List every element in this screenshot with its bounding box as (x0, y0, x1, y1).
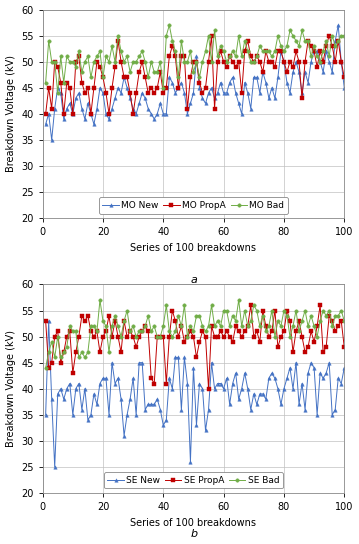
MO New (104, 110, 108, 117)
MO Bad (104, 53, 108, 60)
SE Bad (98, 297, 102, 304)
MO PropA (224, 64, 229, 70)
SE PropA (224, 328, 229, 335)
Text: b: b (190, 529, 197, 539)
SE PropA (324, 344, 328, 350)
MO Bad (324, 38, 328, 44)
MO New (224, 90, 229, 96)
MO PropA (209, 32, 214, 39)
SE PropA (342, 344, 346, 350)
SE Bad (104, 323, 108, 330)
SE Bad (43, 364, 48, 371)
SE New (333, 406, 337, 413)
Y-axis label: Breakdown Voltage (kV): Breakdown Voltage (kV) (5, 55, 15, 172)
X-axis label: Series of 100 breakdowns: Series of 100 breakdowns (130, 243, 256, 252)
SE New (324, 370, 328, 376)
MO Bad (228, 53, 232, 60)
MO PropA (43, 110, 48, 117)
MO Bad (203, 48, 208, 54)
MO PropA (197, 79, 202, 86)
Line: SE New: SE New (44, 319, 346, 468)
SE New (119, 396, 123, 403)
MO PropA (101, 74, 105, 81)
SE PropA (206, 386, 211, 392)
MO New (116, 84, 120, 91)
SE PropA (333, 328, 337, 335)
SE Bad (330, 323, 334, 330)
MO New (342, 84, 346, 91)
MO Bad (116, 32, 120, 39)
MO Bad (167, 22, 172, 28)
Line: SE Bad: SE Bad (44, 298, 346, 369)
Line: MO PropA: MO PropA (44, 34, 346, 115)
Line: MO Bad: MO Bad (44, 23, 346, 95)
Text: a: a (190, 275, 197, 285)
SE New (228, 401, 232, 407)
MO New (336, 22, 340, 28)
MO New (43, 121, 48, 127)
MO PropA (330, 43, 334, 50)
SE Bad (224, 307, 229, 314)
Line: MO New: MO New (44, 23, 346, 141)
SE Bad (116, 323, 120, 330)
Y-axis label: Breakdown Voltage (kV): Breakdown Voltage (kV) (5, 330, 15, 447)
MO Bad (342, 32, 346, 39)
MO Bad (43, 79, 48, 86)
MO Bad (56, 90, 60, 96)
SE Bad (200, 323, 205, 330)
SE New (52, 463, 57, 470)
SE New (47, 318, 51, 324)
Line: SE PropA: SE PropA (44, 304, 346, 391)
SE New (342, 364, 346, 371)
SE PropA (43, 318, 48, 324)
SE Bad (321, 307, 325, 314)
MO PropA (321, 58, 325, 65)
SE PropA (113, 318, 117, 324)
SE New (43, 411, 48, 418)
SE PropA (101, 333, 105, 340)
SE PropA (197, 338, 202, 345)
MO PropA (342, 74, 346, 81)
MO New (330, 69, 334, 76)
MO PropA (113, 64, 117, 70)
SE PropA (248, 302, 253, 308)
SE Bad (342, 318, 346, 324)
MO New (321, 69, 325, 76)
X-axis label: Series of 100 breakdowns: Series of 100 breakdowns (130, 517, 256, 528)
MO Bad (333, 43, 337, 50)
MO New (200, 95, 205, 101)
SE New (107, 411, 111, 418)
Legend: SE New, SE PropA, SE Bad: SE New, SE PropA, SE Bad (104, 472, 283, 489)
Legend: MO New, MO PropA, MO Bad: MO New, MO PropA, MO Bad (99, 197, 288, 214)
SE New (203, 427, 208, 434)
MO New (50, 137, 54, 143)
